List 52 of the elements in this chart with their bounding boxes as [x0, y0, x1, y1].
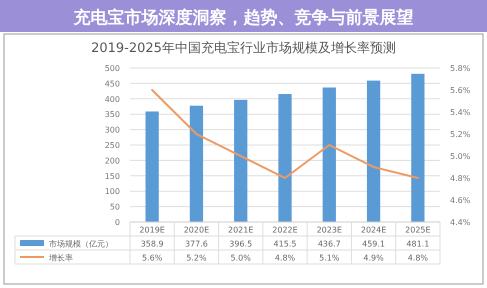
data-label: 5.6% [142, 254, 163, 262]
bar [366, 80, 380, 222]
x-tick-label: 2025E [405, 226, 431, 234]
y-tick-label: 0 [114, 218, 120, 227]
y-tick-label: 450 [104, 79, 120, 88]
data-label: 436.7 [318, 240, 341, 248]
y2-tick-label: 5.8% [450, 64, 471, 73]
y2-tick-label: 4.6% [450, 196, 471, 205]
data-label: 5.1% [319, 254, 340, 262]
data-label: 415.5 [274, 240, 296, 248]
x-tick-label: 2024E [360, 226, 386, 234]
y-tick-label: 250 [104, 141, 120, 150]
y2-tick-label: 4.8% [450, 174, 471, 183]
y-tick-label: 50 [110, 202, 120, 212]
bar [278, 94, 292, 222]
x-tick-label: 2023E [316, 226, 342, 234]
x-tick-label: 2019E [139, 226, 165, 234]
legend-label: 增长率 [48, 254, 73, 262]
legend-label: 市场规模（亿元） [49, 240, 113, 248]
data-label: 481.1 [406, 240, 430, 248]
y2-tick-label: 5.0% [450, 152, 471, 161]
bar [146, 111, 159, 222]
x-tick-label: 2021E [228, 226, 254, 234]
y-tick-label: 200 [104, 156, 120, 166]
data-label: 4.8% [274, 254, 296, 262]
data-label: 358.9 [140, 240, 164, 248]
data-label: 5.2% [186, 254, 207, 262]
data-label: 5.0% [230, 254, 252, 262]
y2-tick-label: 5.2% [450, 130, 471, 139]
bar [411, 74, 424, 222]
data-label: 4.8% [408, 254, 428, 262]
y-tick-label: 300 [104, 126, 120, 135]
data-label: 459.1 [362, 240, 386, 248]
y-tick-label: 100 [104, 187, 120, 196]
x-tick-label: 2022E [272, 226, 298, 234]
line-series [151, 89, 419, 179]
x-tick-label: 2020E [184, 226, 210, 234]
bar [322, 87, 336, 222]
chart-title: 充电宝市场深度洞察，趋势、竞争与前景展望 [72, 8, 414, 28]
y-tick-label: 400 [104, 94, 120, 104]
y2-tick-label: 4.4% [450, 218, 471, 227]
chart-subtitle: 2019-2025年中国充电宝行业市场规模及增长率预测 [91, 40, 396, 56]
y2-tick-label: 5.6% [450, 86, 471, 95]
y-tick-label: 150 [104, 172, 120, 181]
data-label: 4.9% [363, 254, 384, 262]
data-label: 377.6 [184, 240, 208, 248]
bar [190, 106, 204, 222]
y-tick-label: 350 [104, 110, 120, 120]
y-tick-label: 500 [104, 64, 120, 73]
data-label: 396.5 [229, 240, 252, 248]
y2-tick-label: 5.4% [450, 108, 471, 117]
bar [234, 100, 248, 222]
